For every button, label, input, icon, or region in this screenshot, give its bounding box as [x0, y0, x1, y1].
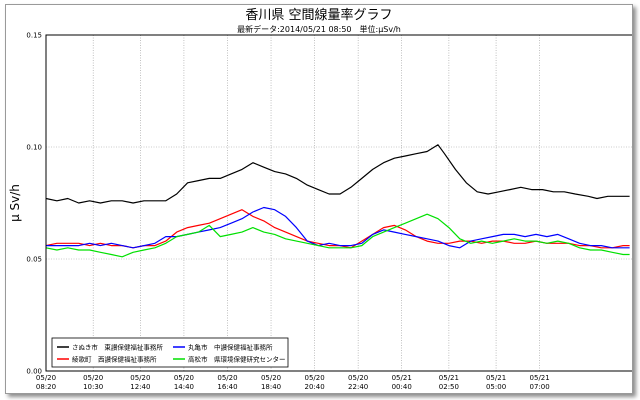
x-tick-label: 07:00: [530, 383, 550, 391]
x-tick-label: 05/20: [348, 374, 368, 382]
x-tick-label: 05/21: [439, 374, 459, 382]
x-tick-label: 14:40: [174, 383, 194, 391]
legend-entry: さぬき市 東讃保健福祉事務所: [72, 342, 163, 351]
series-line: [45, 213, 630, 258]
x-tick-label: 05/20: [261, 374, 281, 382]
y-axis-label: μ Sv/h: [8, 184, 22, 222]
radiation-line-chart: 香川県 空間線量率グラフ 最新データ:2014/05/21 08:50 単位:μ…: [8, 7, 632, 391]
y-tick-label: 0.00: [26, 368, 42, 376]
x-tick-label: 05/20: [304, 374, 324, 382]
x-tick-label: 20:40: [304, 383, 324, 391]
series-line: [45, 144, 630, 204]
legend-box: [51, 337, 289, 368]
x-tick-label: 00:40: [392, 383, 412, 391]
x-tick-label: 02:50: [439, 383, 459, 391]
x-tick-label: 12:40: [130, 383, 150, 391]
x-tick-labels: 05/2008:2005/2010:3005/2012:4005/2014:40…: [36, 374, 550, 391]
x-tick-label: 08:20: [36, 383, 56, 391]
x-tick-label: 05/20: [36, 374, 56, 382]
y-tick-labels: 0.00 0.05 0.10 0.15: [26, 32, 42, 376]
plot-area-border: [45, 34, 632, 372]
x-tick-label: 05/21: [530, 374, 550, 382]
y-tick-label: 0.05: [26, 256, 42, 264]
x-tick-label: 18:40: [261, 383, 281, 391]
chart-subtitle: 最新データ:2014/05/21 08:50 単位:μSv/h: [237, 24, 401, 34]
y-tick-label: 0.10: [26, 144, 42, 152]
legend-entry: 綾歌町 西讃保健福祉事務所: [72, 354, 157, 363]
x-tick-label: 22:40: [348, 383, 368, 391]
gridlines: [46, 35, 632, 371]
x-tick-label: 05/20: [174, 374, 194, 382]
x-tick-label: 05/20: [217, 374, 237, 382]
series-lines: [45, 144, 630, 258]
x-tick-label: 05:00: [486, 383, 506, 391]
legend-entry: 高松市 県環境保健研究センター: [188, 354, 286, 363]
x-tick-label: 05/20: [130, 374, 150, 382]
x-tick-label: 05/21: [392, 374, 412, 382]
series-line: [46, 206, 630, 249]
y-tick-label: 0.15: [26, 32, 42, 40]
legend-entry: 丸亀市 中讃保健福祉事務所: [188, 342, 273, 351]
x-tick-label: 05/21: [486, 374, 506, 382]
chart-title: 香川県 空間線量率グラフ: [245, 7, 392, 23]
x-tick-label: 10:30: [83, 383, 103, 391]
x-tick-label: 16:40: [217, 383, 237, 391]
x-tick-label: 05/20: [83, 374, 103, 382]
chart-frame: 香川県 空間線量率グラフ 最新データ:2014/05/21 08:50 単位:μ…: [5, 4, 633, 394]
